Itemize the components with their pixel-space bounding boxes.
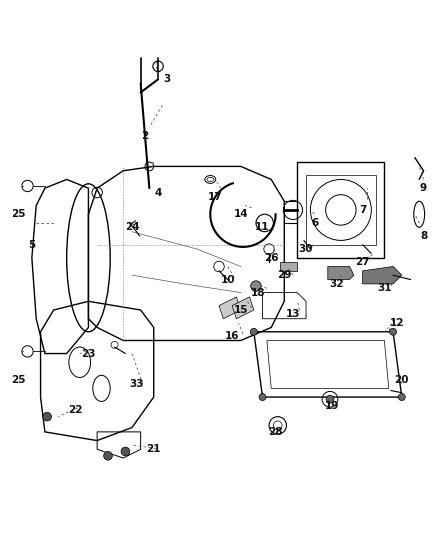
Circle shape bbox=[398, 393, 405, 400]
Text: 9: 9 bbox=[420, 183, 427, 193]
Circle shape bbox=[251, 281, 261, 292]
Text: 5: 5 bbox=[28, 240, 35, 250]
Circle shape bbox=[43, 413, 51, 421]
Circle shape bbox=[251, 328, 257, 335]
Text: 32: 32 bbox=[329, 279, 344, 289]
Text: 23: 23 bbox=[81, 349, 95, 359]
Text: 28: 28 bbox=[268, 427, 283, 437]
Text: 30: 30 bbox=[299, 244, 313, 254]
Polygon shape bbox=[328, 266, 354, 279]
Text: 25: 25 bbox=[11, 375, 26, 385]
Text: 8: 8 bbox=[420, 231, 427, 241]
Text: 22: 22 bbox=[68, 405, 83, 415]
Text: 20: 20 bbox=[395, 375, 409, 385]
Polygon shape bbox=[232, 297, 254, 319]
Text: 21: 21 bbox=[146, 445, 161, 454]
Text: 17: 17 bbox=[207, 192, 222, 202]
Text: 4: 4 bbox=[154, 188, 162, 198]
Text: 25: 25 bbox=[11, 209, 26, 219]
Circle shape bbox=[259, 393, 266, 400]
Text: 15: 15 bbox=[233, 305, 248, 315]
Text: 16: 16 bbox=[225, 331, 239, 341]
Polygon shape bbox=[280, 262, 297, 271]
Text: 18: 18 bbox=[251, 288, 265, 297]
Text: 12: 12 bbox=[390, 318, 405, 328]
Circle shape bbox=[390, 328, 396, 335]
Text: 31: 31 bbox=[377, 283, 392, 293]
Polygon shape bbox=[363, 266, 402, 284]
Text: 19: 19 bbox=[325, 401, 339, 411]
Circle shape bbox=[326, 395, 334, 403]
Text: 10: 10 bbox=[220, 274, 235, 285]
Text: 14: 14 bbox=[233, 209, 248, 219]
Text: 13: 13 bbox=[286, 309, 300, 319]
Text: 26: 26 bbox=[264, 253, 279, 263]
Text: 6: 6 bbox=[311, 218, 318, 228]
Polygon shape bbox=[219, 297, 241, 319]
Text: 24: 24 bbox=[125, 222, 139, 232]
Text: 33: 33 bbox=[129, 379, 144, 389]
Text: 11: 11 bbox=[255, 222, 270, 232]
Text: 2: 2 bbox=[141, 131, 148, 141]
Text: 29: 29 bbox=[277, 270, 291, 280]
Circle shape bbox=[104, 451, 113, 460]
Text: 27: 27 bbox=[355, 257, 370, 267]
Text: 7: 7 bbox=[359, 205, 366, 215]
Text: 3: 3 bbox=[163, 75, 170, 84]
Circle shape bbox=[121, 447, 130, 456]
